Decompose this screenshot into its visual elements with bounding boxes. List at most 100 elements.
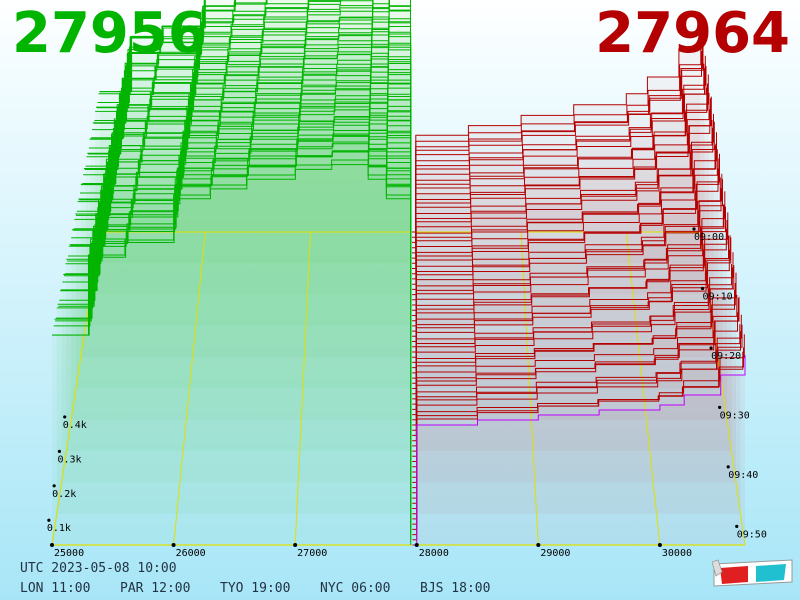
bid-depth-line bbox=[68, 88, 412, 436]
ask-depth-line bbox=[412, 351, 744, 530]
ask-depth-line bbox=[412, 158, 720, 363]
bid-depth-line bbox=[97, 0, 411, 248]
ask-price: 27964 bbox=[595, 1, 790, 66]
time-tick-mark bbox=[692, 227, 696, 231]
bid-depth-line bbox=[52, 159, 412, 545]
bid-depth-line bbox=[85, 32, 412, 326]
x-tick-mark bbox=[657, 543, 662, 547]
ask-depth-line bbox=[412, 296, 740, 504]
y-tick-mark bbox=[63, 415, 67, 419]
x-tick-label: 29000 bbox=[540, 548, 570, 559]
ask-depth-line bbox=[412, 191, 726, 405]
time-tick-label: 09:50 bbox=[737, 529, 767, 540]
ask-depth-line bbox=[412, 324, 743, 525]
x-tick-mark bbox=[50, 543, 54, 547]
ask-depth-line bbox=[412, 63, 705, 259]
ask-depth-line bbox=[412, 265, 735, 468]
bid-depth-line bbox=[96, 0, 411, 253]
bid-area bbox=[52, 160, 411, 545]
y-tick-label: 0.2k bbox=[52, 489, 76, 500]
ask-depth-line bbox=[412, 40, 704, 254]
bid-depth-line bbox=[89, 5, 412, 300]
ask-depth-line bbox=[412, 272, 737, 483]
bid-depth-line bbox=[98, 0, 411, 243]
ask-depth-line bbox=[412, 98, 711, 306]
ask-area bbox=[412, 272, 736, 483]
bid-depth-line bbox=[63, 109, 412, 472]
time-tick-mark bbox=[709, 346, 713, 350]
y-tick-label: 0.1k bbox=[47, 523, 71, 534]
grid-price-line bbox=[294, 231, 312, 546]
x-tick-label: 26000 bbox=[176, 548, 206, 559]
ask-depth-line bbox=[412, 39, 703, 249]
bid-area bbox=[76, 71, 411, 389]
ask-depth-line bbox=[412, 178, 723, 389]
zone-nyc: NYC 06:00 bbox=[320, 581, 391, 596]
ask-depth-line bbox=[412, 93, 710, 296]
ask-depth-line bbox=[412, 314, 742, 520]
bid-depth-line bbox=[68, 101, 412, 441]
ask-depth-line bbox=[412, 149, 718, 353]
ask-depth-line bbox=[412, 252, 734, 462]
ask-depth-line bbox=[412, 120, 713, 316]
bid-depth-line bbox=[76, 67, 412, 384]
bid-depth-line bbox=[95, 0, 411, 264]
bid-depth-line bbox=[54, 143, 412, 530]
bid-depth-line bbox=[88, 16, 412, 305]
ask-area bbox=[412, 114, 714, 326]
bid-depth-line bbox=[80, 40, 412, 358]
ask-depth-line bbox=[412, 96, 712, 311]
bid-depth-line bbox=[65, 103, 412, 457]
ask-depth-line bbox=[412, 153, 720, 369]
ask-depth-line bbox=[412, 204, 724, 395]
ask-depth-line bbox=[412, 237, 732, 447]
ask-area bbox=[412, 178, 723, 389]
bid-depth-line bbox=[96, 0, 411, 259]
time-tick-mark bbox=[718, 405, 722, 410]
ask-depth-line bbox=[412, 177, 721, 374]
ask-depth-line bbox=[412, 235, 729, 431]
x-tick-mark bbox=[414, 543, 419, 547]
bid-depth-line bbox=[57, 133, 412, 509]
bid-depth-line bbox=[99, 0, 411, 238]
ask-depth-line bbox=[412, 18, 701, 233]
bid-depth-line bbox=[53, 151, 412, 535]
ask-depth-line bbox=[412, 74, 709, 290]
bid-depth-line bbox=[78, 53, 412, 373]
ask-depth-line bbox=[412, 87, 708, 280]
ask-depth-line bbox=[412, 294, 738, 489]
x-tick-label: 30000 bbox=[662, 548, 692, 559]
bid-area bbox=[56, 136, 411, 514]
ask-area bbox=[412, 93, 709, 295]
ask-area bbox=[412, 220, 727, 420]
bid-depth-line bbox=[84, 28, 412, 337]
bid-depth-line bbox=[62, 118, 412, 478]
y-tick-mark bbox=[47, 518, 51, 522]
ask-depth-line bbox=[412, 263, 732, 452]
time-tick-label: 09:40 bbox=[728, 470, 758, 481]
y-tick-label: 0.3k bbox=[57, 454, 81, 465]
time-tick-label: 09:00 bbox=[694, 232, 724, 243]
time-tick-mark bbox=[735, 524, 739, 528]
ask-depth-line bbox=[412, 235, 731, 442]
ask-area bbox=[412, 355, 745, 545]
ask-area bbox=[412, 331, 741, 514]
bid-depth-line bbox=[86, 19, 412, 321]
ask-depth-line bbox=[412, 145, 716, 337]
ask-depth-line bbox=[412, 55, 706, 269]
y-tick-mark bbox=[52, 484, 56, 488]
ask-depth-line bbox=[412, 334, 745, 541]
bid-depth-line bbox=[83, 35, 412, 342]
x-tick-label: 25000 bbox=[54, 548, 84, 559]
bid-depth-line bbox=[100, 0, 411, 232]
zone-bjs: BJS 18:00 bbox=[420, 581, 491, 596]
ask-depth-line bbox=[412, 298, 739, 499]
x-tick-label: 28000 bbox=[419, 548, 449, 559]
ask-depth-line bbox=[412, 206, 726, 410]
time-tick-label: 09:30 bbox=[720, 410, 750, 421]
bid-depth-line bbox=[66, 98, 412, 452]
ask-depth-line bbox=[412, 121, 715, 332]
x-tick-mark bbox=[293, 543, 298, 547]
bid-depth-line bbox=[87, 17, 412, 316]
